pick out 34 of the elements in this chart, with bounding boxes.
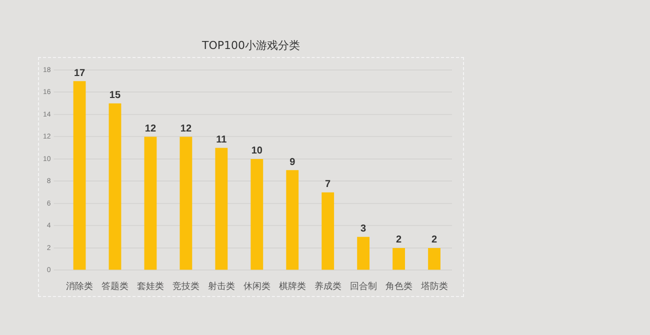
bar bbox=[286, 170, 299, 270]
x-tick-label: 养成类 bbox=[314, 280, 342, 292]
data-label: 9 bbox=[290, 156, 296, 168]
x-tick-label: 角色类 bbox=[385, 280, 412, 292]
data-label: 15 bbox=[109, 90, 121, 102]
x-tick-label: 射击类 bbox=[208, 280, 235, 292]
data-label: 10 bbox=[251, 146, 263, 157]
x-tick-label: 答题类 bbox=[101, 280, 128, 292]
bar bbox=[73, 81, 86, 270]
data-label: 3 bbox=[360, 224, 367, 235]
data-label: 17 bbox=[74, 68, 86, 79]
bar bbox=[357, 236, 370, 270]
bar bbox=[144, 136, 157, 270]
x-tick-label: 棋牌类 bbox=[278, 280, 306, 292]
data-label: 12 bbox=[144, 123, 156, 134]
bar bbox=[250, 158, 264, 270]
bar bbox=[392, 248, 405, 270]
x-tick-label: 休闲类 bbox=[243, 280, 270, 292]
data-label: 11 bbox=[216, 134, 228, 146]
chart-title: TOP100小游戏分类 bbox=[200, 38, 301, 53]
x-tick-label: 消除类 bbox=[66, 280, 94, 292]
x-tick-label: 回合制 bbox=[350, 280, 377, 292]
bar bbox=[428, 248, 440, 270]
data-label: 2 bbox=[431, 234, 438, 246]
bar bbox=[180, 136, 192, 270]
data-label: 12 bbox=[180, 123, 192, 134]
bar bbox=[215, 148, 228, 270]
data-label: 7 bbox=[325, 179, 332, 190]
x-tick-label: 套娃类 bbox=[136, 280, 164, 292]
data-label: 2 bbox=[396, 234, 402, 246]
x-tick-label: 竞技类 bbox=[172, 280, 200, 292]
bar bbox=[108, 103, 122, 270]
bar bbox=[322, 192, 334, 270]
x-tick-label: 塔防类 bbox=[420, 280, 448, 292]
